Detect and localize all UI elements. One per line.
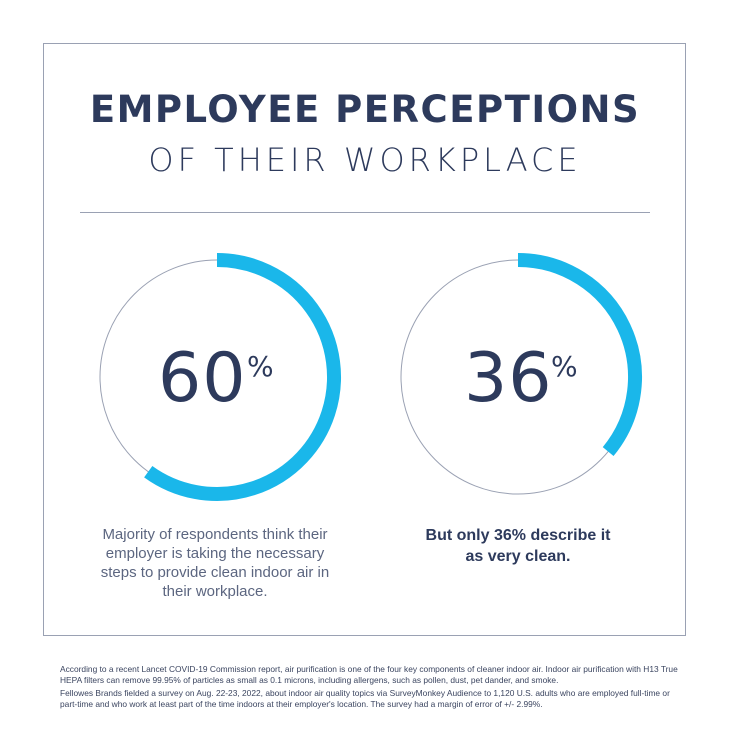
title-divider [80, 212, 650, 213]
stat-percent-sign: % [247, 350, 274, 383]
footnote-source: According to a recent Lancet COVID-19 Co… [60, 664, 678, 685]
footnote-methodology: Fellowes Brands fielded a survey on Aug.… [60, 688, 670, 709]
ring-progress-arc [517, 253, 642, 457]
ring-progress-arc [144, 253, 341, 501]
stat-ring-36 [400, 253, 642, 495]
page-subtitle: OF THEIR WORKPLACE [148, 141, 582, 179]
stat-percent-sign: % [551, 350, 578, 383]
stat-caption-36: But only 36% describe it as very clean. [425, 527, 611, 565]
stat-value-60: 60 [158, 339, 247, 418]
page-title: EMPLOYEE PERCEPTIONS [89, 88, 641, 131]
stat-value-36: 36 [464, 339, 553, 418]
stat-caption-60: Majority of respondents think their empl… [100, 526, 330, 600]
infographic-card [43, 43, 686, 636]
stat-ring-60 [99, 253, 341, 501]
